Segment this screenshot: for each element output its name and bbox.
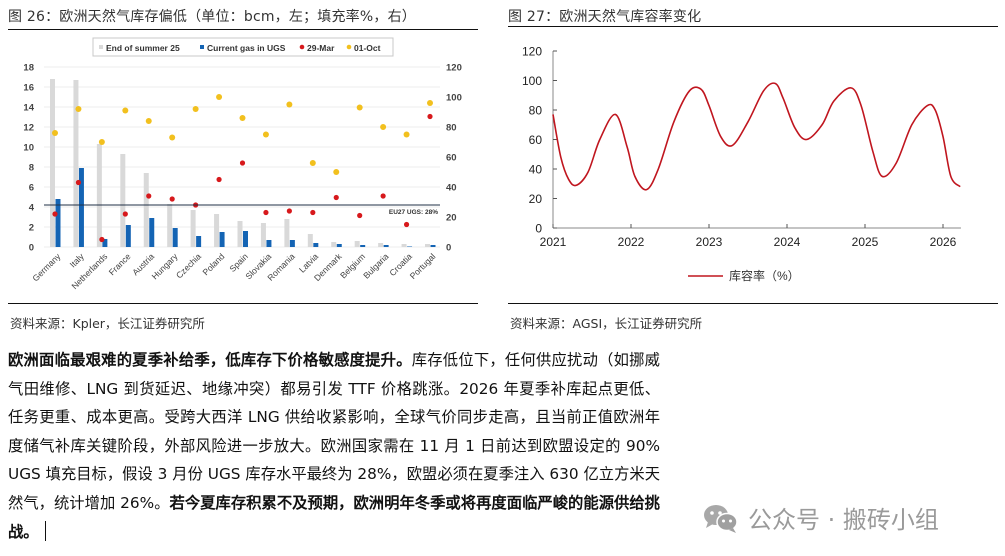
chart26-legend: End of summer 25 Current gas in UGS 29-Mar… bbox=[92, 37, 394, 57]
svg-text:2021: 2021 bbox=[540, 235, 567, 249]
svg-text:29-Mar: 29-Mar bbox=[307, 43, 335, 53]
watermark-text: 公众号 · 搬砖小组 bbox=[748, 506, 939, 534]
svg-text:120: 120 bbox=[522, 45, 542, 59]
svg-text:2025: 2025 bbox=[852, 235, 879, 249]
figure-27-source: 资料来源：AGSI，长江证券研究所 bbox=[510, 316, 703, 331]
svg-text:6: 6 bbox=[29, 183, 34, 194]
svg-text:100: 100 bbox=[522, 74, 542, 88]
svg-text:EU27 UGS: 28%: EU27 UGS: 28% bbox=[389, 209, 438, 216]
svg-text:0: 0 bbox=[29, 243, 34, 254]
figure-27-title: 图 27：欧洲天然气库容率变化 bbox=[508, 9, 702, 25]
paragraph-body: 库存低位下，任何供应扰动（如挪威气田维修、LNG 到货延迟、地缘冲突）都易引发 … bbox=[8, 351, 660, 512]
watermark: 公众号 · 搬砖小组 bbox=[702, 500, 939, 535]
chart26-country-czechia: Czechia bbox=[174, 106, 203, 280]
svg-text:Current gas in UGS: Current gas in UGS bbox=[207, 43, 286, 53]
svg-text:01-Oct: 01-Oct bbox=[354, 43, 381, 53]
figure-27-title-rule bbox=[508, 26, 998, 27]
svg-text:60: 60 bbox=[446, 153, 457, 164]
storage-rate-line bbox=[552, 82, 961, 191]
svg-text:20: 20 bbox=[446, 213, 457, 224]
svg-text:120: 120 bbox=[446, 63, 462, 74]
svg-text:Italy: Italy bbox=[68, 251, 87, 270]
paragraph-lead: 欧洲面临最艰难的夏季补给季，低库存下价格敏感度提升。 bbox=[8, 351, 412, 369]
svg-text:40: 40 bbox=[529, 163, 543, 177]
svg-text:Hungary: Hungary bbox=[150, 251, 181, 282]
svg-text:2022: 2022 bbox=[618, 235, 645, 249]
figure-26-source-rule bbox=[8, 303, 478, 304]
chart26-country-latvia: Latvia bbox=[297, 160, 320, 275]
chart26-country-germany: Germany bbox=[30, 79, 63, 283]
svg-text:库容率（%）: 库容率（%） bbox=[729, 268, 800, 283]
figure-26-chart: End of summer 25 Current gas in UGS 29-Mar… bbox=[23, 37, 462, 291]
chart27-legend: 库容率（%） bbox=[688, 268, 800, 283]
svg-text:2026: 2026 bbox=[930, 235, 957, 249]
svg-text:40: 40 bbox=[446, 183, 457, 194]
svg-text:4: 4 bbox=[29, 203, 35, 214]
svg-text:20: 20 bbox=[529, 192, 543, 206]
svg-text:Poland: Poland bbox=[200, 251, 226, 277]
figure-26-title: 图 26：欧洲天然气库存偏低（单位：bcm，左；填充率%，右） bbox=[8, 9, 416, 25]
figure-27-source-rule bbox=[508, 303, 998, 304]
wechat-icon bbox=[704, 504, 738, 533]
chart26-country-italy: Italy bbox=[68, 80, 87, 270]
svg-text:0: 0 bbox=[446, 243, 451, 254]
chart26-country-denmark: Denmark bbox=[312, 169, 344, 283]
chart26-country-france: France bbox=[107, 107, 133, 277]
text-cursor bbox=[44, 520, 46, 541]
chart26-country-spain: Spain bbox=[227, 115, 250, 274]
svg-text:18: 18 bbox=[23, 63, 34, 74]
svg-text:14: 14 bbox=[23, 103, 34, 114]
chart26-country-belgium: Belgium bbox=[338, 104, 367, 280]
svg-text:Germany: Germany bbox=[30, 251, 63, 284]
svg-text:8: 8 bbox=[29, 163, 34, 174]
svg-text:Czechia: Czechia bbox=[174, 251, 203, 280]
svg-text:Portugal: Portugal bbox=[408, 251, 438, 281]
svg-text:80: 80 bbox=[446, 123, 457, 134]
svg-text:60: 60 bbox=[529, 133, 543, 147]
chart26-country-austria: Austria bbox=[130, 118, 156, 277]
figure-26-source: 资料来源：Kpler，长江证券研究所 bbox=[10, 316, 205, 331]
svg-text:12: 12 bbox=[23, 123, 34, 134]
svg-text:End of summer 25: End of summer 25 bbox=[106, 43, 180, 53]
svg-text:80: 80 bbox=[529, 104, 543, 118]
svg-text:Bulgaria: Bulgaria bbox=[361, 251, 391, 281]
figure-27-chart: 0 20 40 60 80 100 120 2021 2022 2023 2024 2025 2026 库… bbox=[522, 45, 961, 283]
chart26-country-poland: Poland bbox=[200, 94, 227, 277]
paragraph-conclusion: 若今夏库存积累不及预期，欧洲明年冬季或将再度面临严峻的能源供给挑战。 bbox=[8, 493, 660, 541]
svg-text:0: 0 bbox=[535, 222, 542, 236]
svg-text:100: 100 bbox=[446, 93, 462, 104]
svg-text:10: 10 bbox=[23, 143, 34, 154]
svg-text:2023: 2023 bbox=[696, 235, 723, 249]
svg-text:France: France bbox=[107, 251, 133, 277]
figure-26-title-rule bbox=[8, 29, 478, 30]
svg-text:2024: 2024 bbox=[774, 235, 801, 249]
analysis-paragraph: 欧洲面临最艰难的夏季补给季，低库存下价格敏感度提升。库存低位下，任何供应扰动（如… bbox=[8, 346, 660, 546]
svg-text:2: 2 bbox=[29, 223, 34, 234]
svg-text:16: 16 bbox=[23, 83, 34, 94]
